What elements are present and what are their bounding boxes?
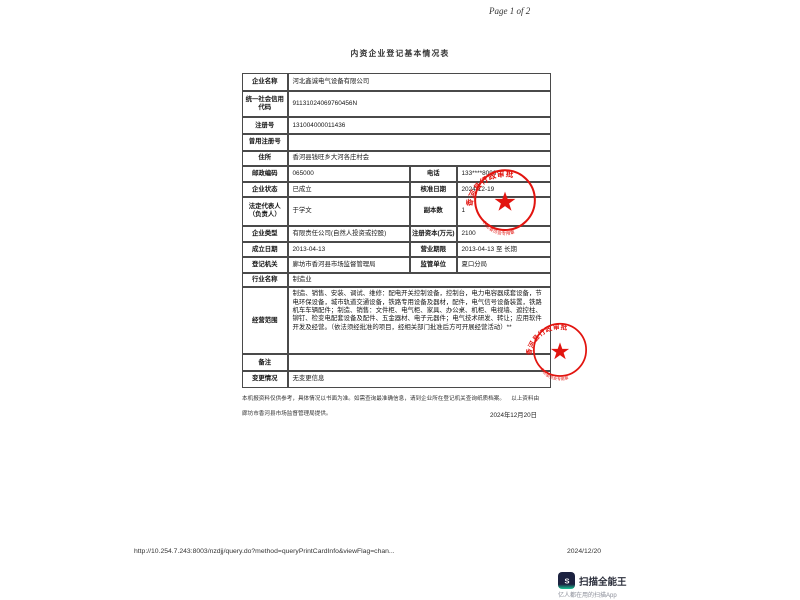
svg-text:S: S [564,576,569,585]
